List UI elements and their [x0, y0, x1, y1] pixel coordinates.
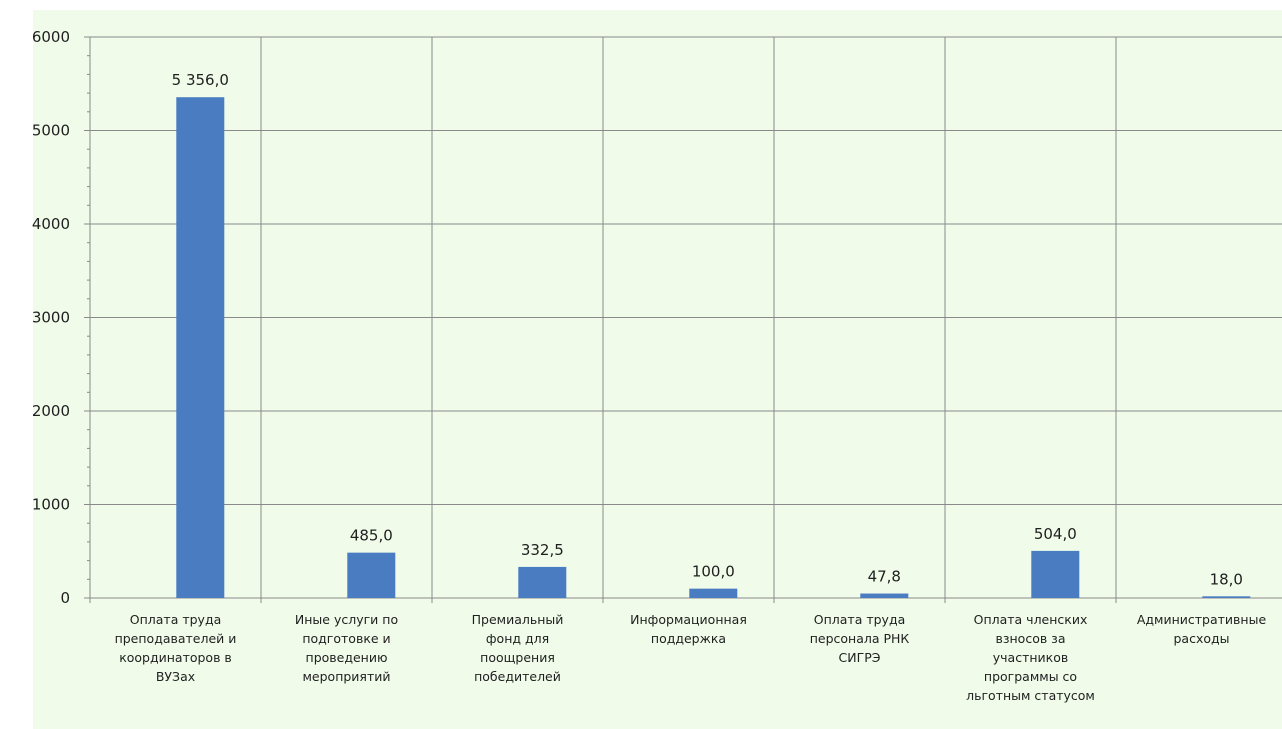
data-label: 332,5 [521, 541, 564, 559]
category-label-line: поощрения [480, 650, 555, 665]
y-tick-label: 1000 [32, 496, 70, 514]
category-label-line: преподавателей и [115, 631, 237, 646]
bar [1031, 550, 1080, 598]
category-label-line: подготовке и [302, 631, 390, 646]
bar [518, 566, 567, 598]
y-tick-label: 2000 [32, 402, 70, 420]
category-labels: Оплата труда преподавателей и координаторо… [115, 612, 1267, 703]
category-label-line: Информационная [630, 612, 747, 627]
category-label-line: льготным статусом [966, 688, 1095, 703]
category-label-line: фонд для [486, 631, 549, 646]
bar [689, 588, 738, 598]
category-label-line: Оплата труда [130, 612, 222, 627]
bars [176, 97, 1251, 599]
category-label: Информационная поддержка [630, 612, 747, 646]
category-label-line: персонала РНК [810, 631, 910, 646]
category-label-line: проведению [306, 650, 388, 665]
category-label: Оплата труда персонала РНК СИГРЭ [810, 612, 910, 665]
category-label-line: Оплата членских [974, 612, 1088, 627]
data-labels: 5 356,0 485,0 332,5 100,0 47,8 504,0 18,0 [172, 71, 1243, 588]
category-label-line: ВУЗах [156, 669, 195, 684]
grid-lines [90, 36, 1282, 603]
y-tick-label: 4000 [32, 215, 70, 233]
data-label: 47,8 [868, 568, 901, 586]
y-tick-labels: 0 1000 2000 3000 4000 5000 6000 [32, 28, 70, 607]
data-label: 18,0 [1210, 570, 1243, 588]
category-label-line: программы со [984, 669, 1077, 684]
bar [1202, 596, 1251, 598]
category-label-line: Премиальный [472, 612, 564, 627]
category-label: Иные услуги по подготовке и проведению меро… [295, 612, 398, 684]
chart-background [33, 10, 1282, 729]
category-label-line: победителей [474, 669, 561, 684]
category-label-line: взносов за [995, 631, 1065, 646]
bar [347, 552, 396, 598]
axes [84, 36, 1282, 603]
category-label: Административные расходы [1137, 612, 1267, 646]
category-label: Премиальный фонд для поощрения победителей [472, 612, 564, 684]
category-label-line: Оплата труда [814, 612, 906, 627]
y-tick-label: 5000 [32, 122, 70, 140]
category-label-line: мероприятий [303, 669, 391, 684]
y-tick-label: 0 [60, 589, 70, 607]
category-label: Оплата труда преподавателей и координаторо… [115, 612, 237, 684]
category-label-line: поддержка [651, 631, 726, 646]
category-label-line: участников [993, 650, 1068, 665]
bar [860, 593, 909, 598]
category-label-line: СИГРЭ [839, 650, 881, 665]
data-label: 100,0 [692, 563, 735, 581]
y-tick-label: 6000 [32, 28, 70, 46]
category-label: Оплата членских взносов за участников прогр… [966, 612, 1095, 703]
category-label-line: расходы [1173, 631, 1229, 646]
data-label: 504,0 [1034, 525, 1077, 543]
category-label-line: Иные услуги по [295, 612, 398, 627]
y-tick-label: 3000 [32, 309, 70, 327]
category-label-line: координаторов в [119, 650, 232, 665]
data-label: 5 356,0 [172, 71, 229, 89]
category-label-line: Административные [1137, 612, 1267, 627]
bar [176, 97, 225, 599]
data-label: 485,0 [350, 527, 393, 545]
